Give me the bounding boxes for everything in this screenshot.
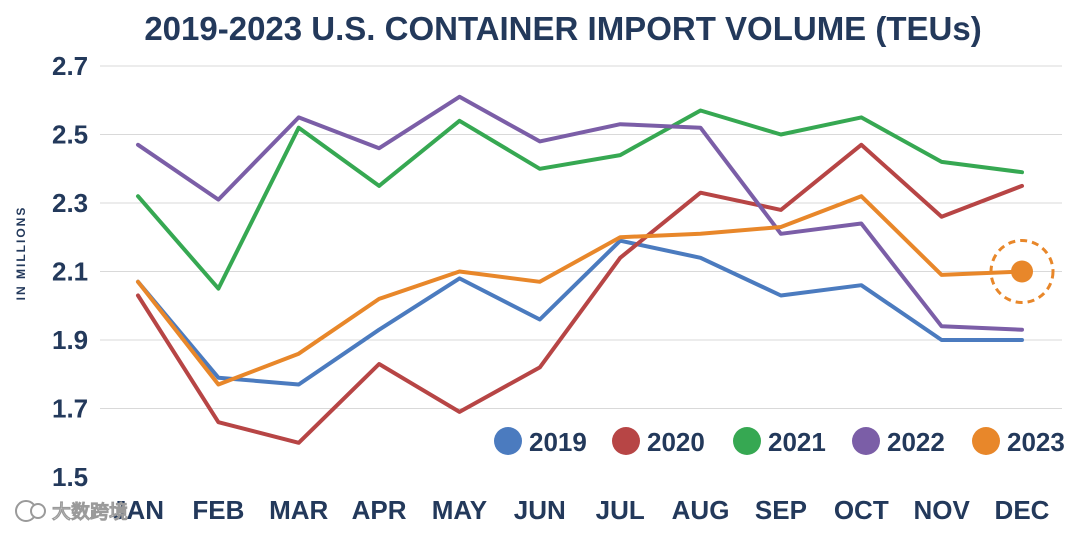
series-line-2021 bbox=[136, 108, 1024, 291]
y-tick-label: 1.9 bbox=[52, 325, 88, 355]
watermark: 大数跨境 bbox=[15, 500, 128, 523]
x-tick-label: MAY bbox=[432, 495, 487, 525]
legend-item-2020: 2020 bbox=[612, 427, 705, 457]
legend-item-2022: 2022 bbox=[852, 427, 945, 457]
legend-swatch bbox=[612, 427, 640, 455]
series-line-2023 bbox=[136, 194, 1024, 387]
y-tick-label: 2.3 bbox=[52, 188, 88, 218]
x-tick-label: JUL bbox=[596, 495, 645, 525]
x-tick-label: MAR bbox=[269, 495, 328, 525]
legend-swatch bbox=[972, 427, 1000, 455]
y-tick-label: 1.5 bbox=[52, 462, 88, 492]
x-tick-label: JAN bbox=[112, 495, 164, 525]
y-tick-label: 1.7 bbox=[52, 394, 88, 424]
legend-swatch bbox=[852, 427, 880, 455]
y-tick-label: 2.7 bbox=[52, 51, 88, 81]
x-tick-label: JUN bbox=[514, 495, 566, 525]
y-tick-label: 2.1 bbox=[52, 257, 88, 287]
series-lines bbox=[136, 94, 1024, 445]
y-tick-label: 2.5 bbox=[52, 120, 88, 150]
legend-label: 2020 bbox=[647, 427, 705, 457]
x-tick-label: SEP bbox=[755, 495, 807, 525]
x-tick-label: FEB bbox=[192, 495, 244, 525]
legend-item-2021: 2021 bbox=[733, 427, 826, 457]
legend-item-2019: 2019 bbox=[494, 427, 587, 457]
series-line-2020 bbox=[136, 142, 1024, 445]
highlight-ring bbox=[989, 239, 1055, 304]
legend-label: 2019 bbox=[529, 427, 587, 457]
y-axis-ticks: 2.7 2.5 2.3 2.1 1.9 1.7 1.5 bbox=[52, 51, 88, 492]
highlight-point bbox=[1011, 260, 1033, 283]
x-tick-label: APR bbox=[352, 495, 407, 525]
legend-label: 2023 bbox=[1007, 427, 1065, 457]
legend-label: 2021 bbox=[768, 427, 826, 457]
series-line-2022 bbox=[136, 94, 1024, 332]
watermark-logo-icon-inner bbox=[30, 503, 46, 519]
legend-label: 2022 bbox=[887, 427, 945, 457]
x-tick-label: AUG bbox=[672, 495, 730, 525]
legend-swatch bbox=[494, 427, 522, 455]
y-axis-label: IN MILLIONS bbox=[14, 206, 28, 301]
series-line-2019 bbox=[136, 238, 1024, 387]
x-tick-label: NOV bbox=[913, 495, 970, 525]
legend-swatch bbox=[733, 427, 761, 455]
legend-item-2023: 2023 bbox=[972, 427, 1065, 457]
x-axis-ticks: JAN FEB MAR APR MAY JUN JUL AUG SEP OCT NOV DEC bbox=[112, 495, 1050, 525]
chart-title: 2019-2023 U.S. CONTAINER IMPORT VOLUME (… bbox=[144, 10, 981, 47]
watermark-text: 大数跨境 bbox=[52, 500, 128, 523]
highlight-marker bbox=[989, 239, 1055, 304]
x-tick-label: OCT bbox=[834, 495, 889, 525]
x-tick-label: DEC bbox=[995, 495, 1050, 525]
legend: 2019 2020 2021 2022 2023 bbox=[494, 427, 1065, 457]
